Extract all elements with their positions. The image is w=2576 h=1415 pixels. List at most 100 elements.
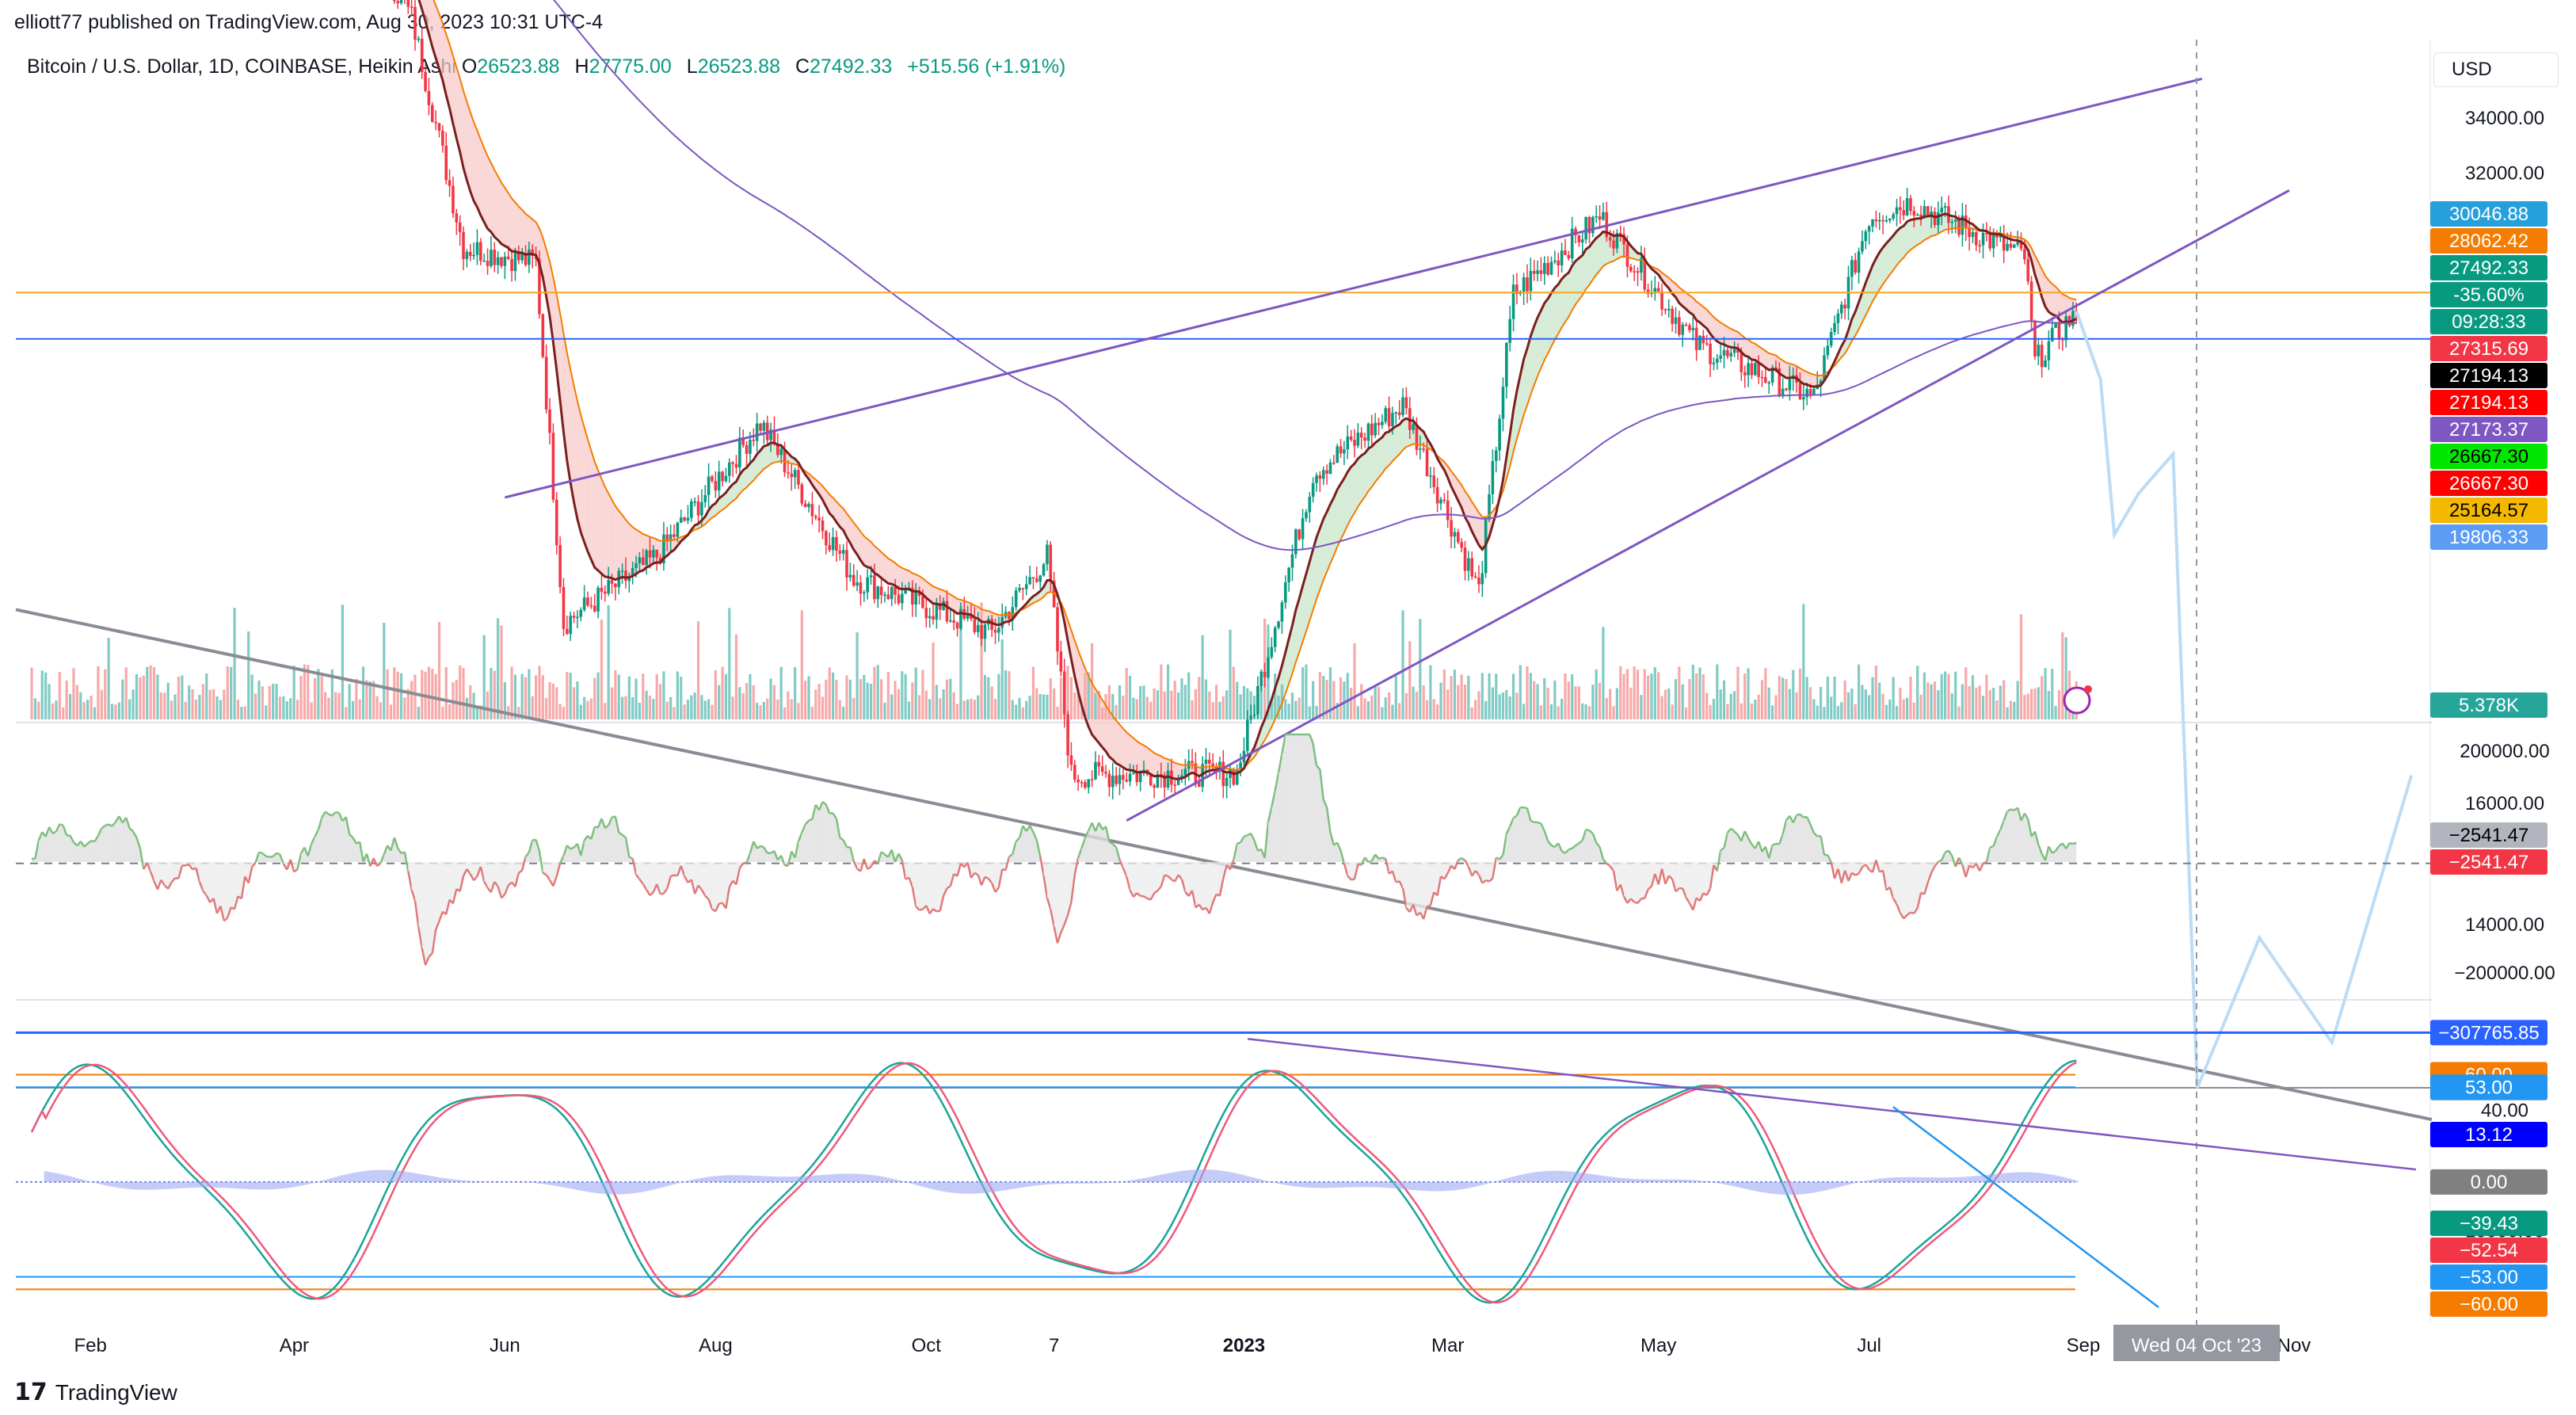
volume-bar — [431, 669, 434, 719]
oscillator-fill — [349, 833, 353, 862]
oscillator-segment — [293, 868, 299, 873]
oscillator-segment — [1325, 807, 1332, 833]
oscillator-segment — [1274, 772, 1280, 791]
stoch-histogram-bar — [772, 1177, 776, 1182]
volume-bar — [983, 674, 987, 719]
candle-body — [973, 619, 977, 632]
stoch-histogram-bar — [372, 1169, 376, 1182]
oscillator-segment — [1781, 819, 1788, 835]
volume-bar — [952, 692, 955, 719]
ema-cloud-segment — [1668, 277, 1673, 294]
volume-bar — [1546, 687, 1549, 719]
stoch-histogram-bar — [1577, 1172, 1581, 1182]
candle-body — [1919, 214, 1922, 219]
volume-bar — [1992, 688, 1995, 719]
volume-bar — [1919, 694, 1922, 719]
volume-bar — [265, 705, 268, 719]
stoch-histogram-bar — [496, 1181, 501, 1182]
oscillator-segment — [2016, 807, 2022, 822]
volume-bar — [465, 697, 468, 719]
volume-bar — [562, 707, 566, 719]
candle-body — [1191, 761, 1194, 764]
stoch-histogram-bar — [1504, 1178, 1509, 1182]
oscillator-fill — [688, 862, 692, 883]
volume-bar — [652, 699, 655, 719]
price-badge — [2430, 255, 2547, 280]
stoch-histogram-bar — [204, 1181, 209, 1188]
ema-cloud-segment — [619, 510, 623, 578]
volume-bar — [1640, 695, 1643, 719]
stoch-histogram-bar — [1374, 1181, 1378, 1188]
ema-cloud-segment — [1333, 489, 1338, 556]
volume-bar — [1747, 668, 1750, 719]
stoch-histogram-bar — [1166, 1173, 1170, 1182]
ema-cloud-segment — [739, 470, 744, 494]
oscillator-segment — [1571, 845, 1576, 849]
oscillator-fill — [1668, 862, 1673, 879]
volume-bar — [545, 698, 548, 719]
volume-bar — [403, 697, 406, 719]
volume-bar — [345, 707, 348, 719]
stoch-histogram-bar — [1197, 1169, 1202, 1182]
oscillator-fill — [1112, 844, 1117, 862]
ema-cloud-segment — [1914, 218, 1918, 248]
candle-body — [1515, 284, 1519, 294]
candle-body — [897, 594, 901, 604]
oscillator-segment — [714, 903, 720, 912]
volume-bar — [779, 666, 783, 719]
volume-bar — [665, 701, 669, 719]
stoch-histogram-bar — [2022, 1172, 2027, 1182]
tradingview-logo[interactable]: 17 TradingView — [14, 1379, 177, 1406]
currency-selector[interactable]: USD — [2433, 52, 2559, 87]
volume-bar — [734, 634, 738, 719]
ema-cloud-segment — [1130, 735, 1134, 771]
oscillator-segment — [1056, 932, 1062, 944]
oscillator-fill — [356, 841, 360, 862]
oscillator-fill — [1333, 842, 1338, 862]
oscillator-segment — [1157, 886, 1162, 892]
candle-body — [1881, 219, 1884, 222]
oscillator-segment — [311, 836, 316, 845]
candle-body — [665, 534, 669, 542]
stoch-histogram-bar — [1142, 1178, 1146, 1182]
candle-body — [1688, 325, 1691, 330]
oscillator-fill — [612, 816, 615, 862]
stoch-histogram-bar — [1125, 1180, 1129, 1182]
candle-body — [1522, 277, 1526, 292]
oscillator-fill — [1440, 862, 1445, 879]
stoch-histogram-bar — [983, 1181, 987, 1193]
candle-body — [932, 616, 935, 620]
stoch-histogram-bar — [1028, 1181, 1032, 1187]
stoch-histogram-bar — [1183, 1170, 1187, 1182]
stoch-histogram-bar — [993, 1181, 997, 1192]
volume-bar — [1712, 699, 1716, 719]
oscillator-fill — [1026, 825, 1031, 862]
ema-cloud-segment — [1389, 429, 1393, 466]
stoch-histogram-bar — [894, 1179, 897, 1182]
volume-bar — [693, 692, 696, 719]
volume-bar — [1187, 672, 1191, 719]
candle-body — [417, 38, 421, 40]
oscillator-segment — [1060, 924, 1065, 933]
volume-bar — [1681, 684, 1684, 719]
volume-bar — [593, 677, 596, 719]
candle-body — [924, 608, 928, 619]
candle-body — [1280, 602, 1284, 622]
candle-body — [1463, 547, 1467, 571]
stoch-histogram-bar — [368, 1170, 372, 1182]
oscillator-segment — [763, 846, 768, 854]
volume-bar — [365, 680, 368, 719]
volume-bar — [1004, 669, 1008, 719]
stoch-histogram-bar — [1888, 1177, 1892, 1182]
candle-body — [1460, 542, 1463, 548]
volume-bar — [1498, 694, 1501, 719]
oscillator-fill — [1427, 862, 1431, 907]
candle-body — [1553, 260, 1557, 262]
oscillator-segment — [1606, 862, 1611, 868]
stoch-descending-trendline — [1892, 1106, 2159, 1308]
volume-bar — [576, 681, 579, 719]
stoch-histogram-bar — [1318, 1181, 1322, 1188]
oscillator-segment — [490, 881, 496, 893]
stoch-histogram-bar — [817, 1175, 821, 1182]
